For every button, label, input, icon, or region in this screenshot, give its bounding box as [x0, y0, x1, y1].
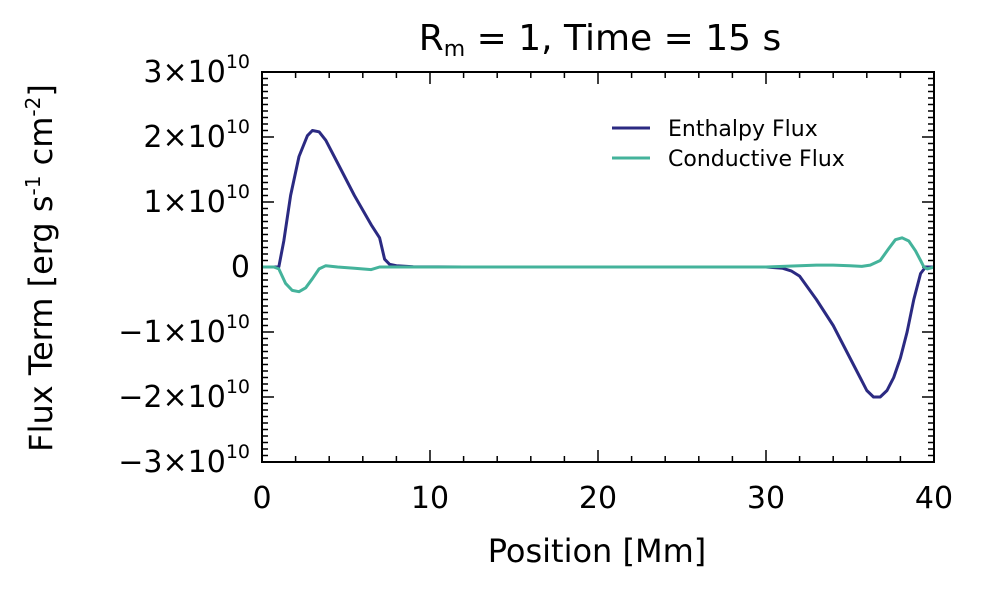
y-axis-label: Flux Term [erg s-1 cm-2]: [21, 84, 60, 452]
y-tick-label: −3×1010: [118, 441, 250, 480]
title-rest: = 1, Time = 15 s: [465, 18, 781, 59]
y-tick-label: −2×1010: [118, 376, 250, 415]
x-tick-labels: 0 10 20 30 40: [252, 481, 953, 516]
title-subscript: m: [444, 37, 465, 62]
x-tick-label: 30: [747, 481, 785, 516]
ylabel-exp1: -1: [21, 176, 45, 196]
ylabel-suffix: ]: [22, 84, 60, 96]
y-tick-labels: 3×1010 2×1010 1×1010 0 −1×1010 −2×1010 −3×1010: [118, 51, 250, 480]
chart-title: Rm = 1, Time = 15 s: [419, 18, 781, 62]
y-tick-label: 0: [231, 250, 250, 285]
ylabel-exp2: -2: [21, 97, 45, 117]
x-tick-label: 0: [252, 481, 271, 516]
conductive-flux-line: [262, 236, 935, 294]
ylabel-mid: cm: [22, 117, 60, 176]
x-axis-label: Position [Mm]: [488, 532, 707, 570]
x-tick-label: 40: [915, 481, 953, 516]
plot-frame: [261, 71, 935, 463]
y-tick-label: −1×1010: [118, 311, 250, 350]
legend-label-enthalpy: Enthalpy Flux: [668, 117, 818, 142]
y-tick-label: 2×1010: [143, 116, 250, 155]
x-tick-label: 10: [411, 481, 449, 516]
series-lines: [262, 129, 935, 399]
ylabel-prefix: Flux Term [erg s: [22, 195, 60, 451]
legend: Enthalpy Flux Conductive Flux: [612, 117, 845, 172]
x-tick-label: 20: [579, 481, 617, 516]
y-tick-label: 3×1010: [143, 51, 250, 90]
y-tick-label: 1×1010: [143, 181, 250, 220]
title-main: R: [419, 18, 444, 59]
legend-label-conductive: Conductive Flux: [668, 147, 845, 172]
